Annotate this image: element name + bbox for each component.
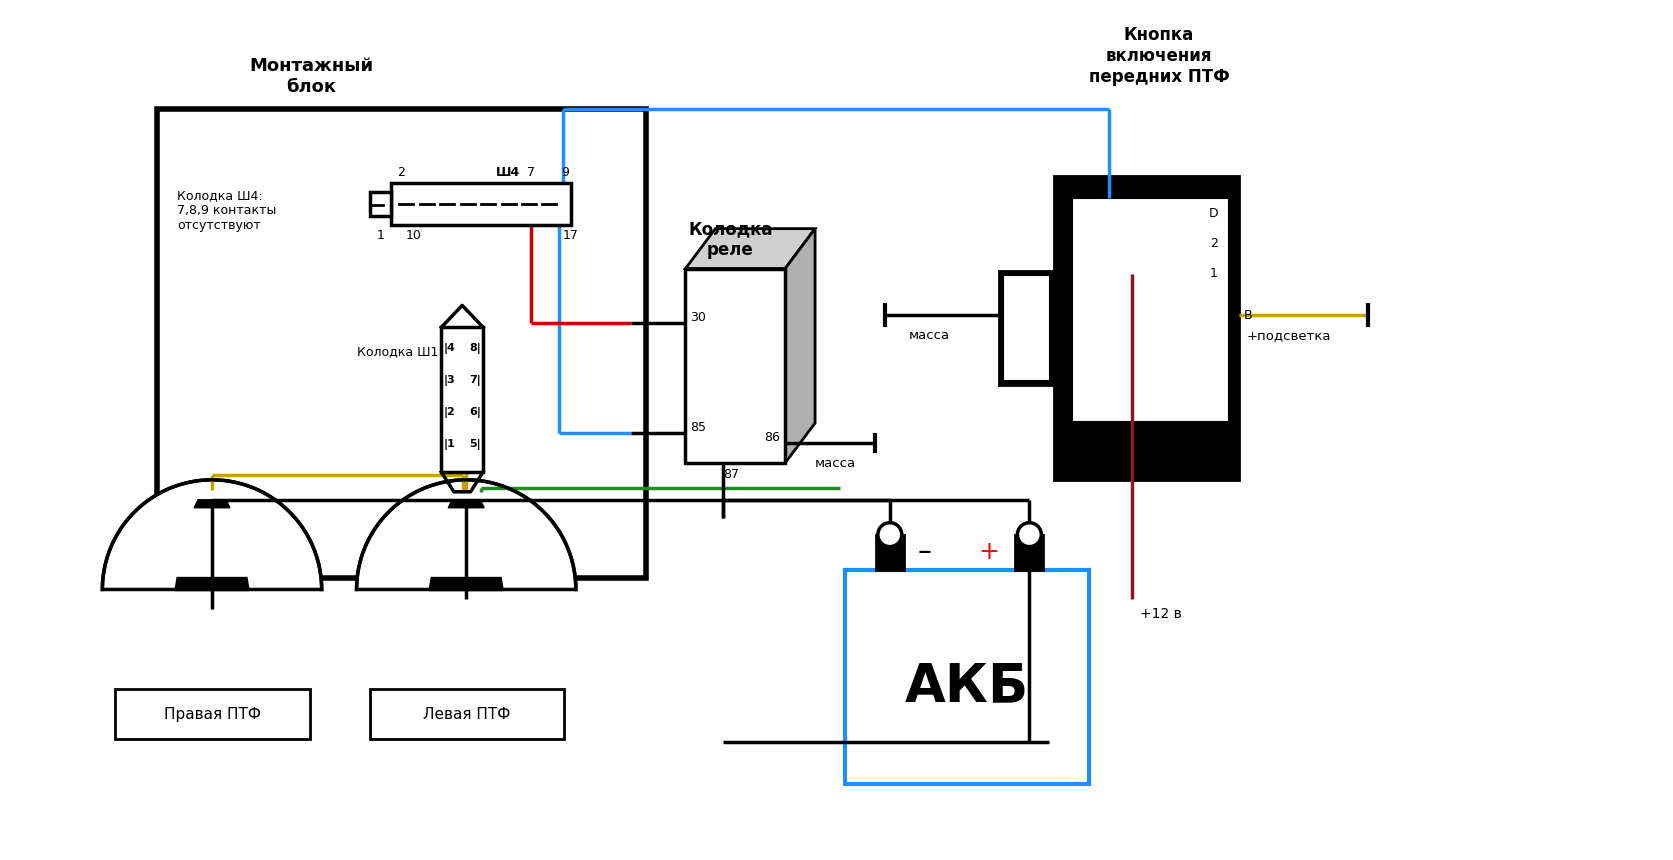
- Bar: [370, 689, 564, 739]
- Polygon shape: [356, 480, 576, 589]
- Polygon shape: [176, 578, 249, 589]
- Text: 5|: 5|: [468, 439, 480, 450]
- Bar: [1002, 274, 1049, 381]
- Circle shape: [877, 523, 902, 547]
- Polygon shape: [194, 500, 229, 507]
- Text: 85: 85: [689, 421, 706, 434]
- Bar: [1054, 175, 1238, 480]
- Polygon shape: [177, 490, 246, 589]
- Bar: [684, 268, 785, 463]
- Bar: [875, 535, 903, 569]
- Text: +подсветка: +подсветка: [1246, 329, 1330, 342]
- Text: Монтажный
блок: Монтажный блок: [249, 58, 373, 96]
- Text: |4: |4: [443, 343, 455, 354]
- Text: 10: 10: [405, 229, 422, 242]
- Text: Левая ПТФ: Левая ПТФ: [422, 707, 510, 722]
- Polygon shape: [428, 578, 504, 589]
- Bar: [1072, 198, 1228, 422]
- Text: |1: |1: [443, 439, 455, 450]
- Text: 7: 7: [527, 166, 535, 179]
- Text: 17: 17: [562, 229, 579, 242]
- Bar: [157, 109, 646, 578]
- Text: |3: |3: [443, 375, 455, 386]
- Text: 8|: 8|: [468, 343, 480, 354]
- Bar: [370, 192, 391, 216]
- Text: масса: масса: [815, 457, 855, 470]
- Polygon shape: [448, 500, 483, 507]
- Text: Кнопка
включения
передних ПТФ: Кнопка включения передних ПТФ: [1087, 27, 1228, 86]
- Text: A: A: [1059, 309, 1067, 322]
- Text: –: –: [917, 538, 932, 566]
- Bar: [391, 183, 570, 224]
- Bar: [1016, 535, 1042, 569]
- Text: 7|: 7|: [468, 375, 480, 386]
- Bar: [999, 271, 1054, 385]
- Bar: [115, 689, 310, 739]
- Text: 2: 2: [397, 166, 405, 179]
- Bar: [845, 569, 1089, 783]
- Text: масса: масса: [908, 329, 950, 342]
- Text: 86: 86: [765, 431, 780, 444]
- Text: 1: 1: [1210, 267, 1216, 280]
- Polygon shape: [785, 229, 815, 463]
- Text: 9: 9: [560, 166, 569, 179]
- Text: АКБ: АКБ: [903, 660, 1029, 712]
- Polygon shape: [432, 490, 500, 589]
- Text: Колодка Ш4:
7,8,9 контакты
отсутствуют: Колодка Ш4: 7,8,9 контакты отсутствуют: [177, 189, 276, 232]
- Text: Правая ПТФ: Правая ПТФ: [164, 707, 261, 722]
- Text: B: B: [1243, 309, 1251, 322]
- Text: +: +: [979, 539, 999, 563]
- Text: D: D: [1208, 207, 1218, 220]
- Text: +12 в: +12 в: [1139, 607, 1181, 622]
- Text: Колодка Ш1:: Колодка Ш1:: [356, 345, 442, 359]
- Text: 30: 30: [689, 311, 706, 324]
- Circle shape: [1017, 523, 1041, 547]
- Text: 2: 2: [1210, 237, 1216, 250]
- Polygon shape: [102, 480, 321, 589]
- Text: Ш4: Ш4: [495, 166, 520, 179]
- Text: 1: 1: [376, 229, 385, 242]
- Text: |2: |2: [443, 407, 455, 418]
- Text: 6|: 6|: [468, 407, 480, 418]
- Polygon shape: [684, 229, 815, 268]
- Bar: [442, 328, 483, 472]
- Text: Колодка
реле: Колодка реле: [688, 220, 773, 259]
- Text: 87: 87: [723, 468, 739, 481]
